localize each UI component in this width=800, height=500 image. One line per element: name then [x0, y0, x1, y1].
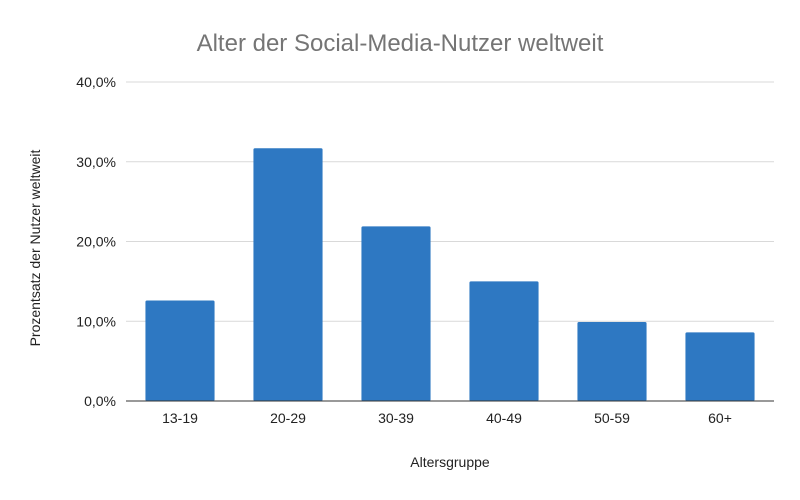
bar-13-19 [145, 300, 215, 401]
x-axis-label: Altersgruppe [410, 454, 490, 470]
y-tick-label: 20,0% [76, 234, 116, 250]
gridlines [126, 81, 774, 322]
y-axis-label: Prozentsatz der Nutzer weltweit [27, 149, 43, 346]
x-tick-label: 60+ [708, 410, 732, 426]
bar-60+ [685, 332, 755, 401]
x-tick-label: 13-19 [162, 410, 198, 426]
bar-30-39 [361, 226, 431, 401]
x-tick-label: 30-39 [378, 410, 414, 426]
x-tick-label: 50-59 [594, 410, 630, 426]
x-tick-label: 40-49 [486, 410, 522, 426]
bar-50-59 [577, 322, 647, 401]
y-tick-label: 30,0% [76, 154, 116, 170]
y-tick-label: 0,0% [84, 393, 116, 409]
y-tick-label: 10,0% [76, 313, 116, 329]
y-tick-label: 40,0% [76, 74, 116, 90]
chart-title: Alter der Social-Media-Nutzer weltweit [197, 30, 604, 57]
x-tick-label: 20-29 [270, 410, 306, 426]
y-axis-ticks: 0,0% 10,0% 20,0% 30,0% 40,0% [76, 74, 116, 409]
bars [145, 148, 755, 401]
bar-40-49 [469, 281, 539, 401]
x-axis-ticks: 13-19 20-29 30-39 40-49 50-59 60+ [162, 410, 732, 426]
bar-20-29 [253, 148, 323, 401]
